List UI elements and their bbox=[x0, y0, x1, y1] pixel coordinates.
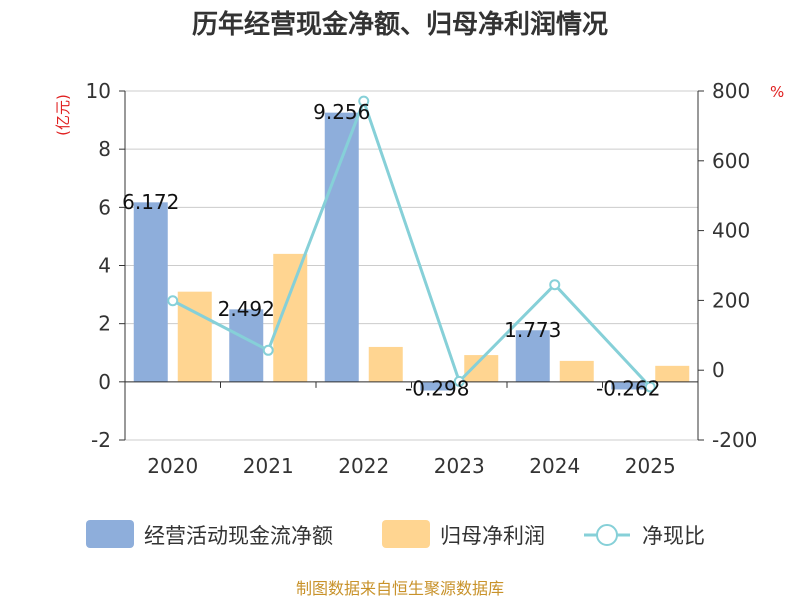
y-right-tick-label: 200 bbox=[712, 288, 750, 312]
legend-swatch bbox=[86, 520, 134, 548]
ratio-point bbox=[167, 295, 179, 307]
y-right-tick-label: 400 bbox=[712, 219, 750, 243]
source-note: 制图数据来自恒生聚源数据库 bbox=[296, 579, 504, 598]
x-tick-label: 2023 bbox=[434, 454, 485, 478]
ratio-line bbox=[167, 95, 656, 393]
bar-net-profit bbox=[655, 365, 690, 382]
bar-net-profit bbox=[368, 346, 403, 382]
x-tick-label: 2024 bbox=[529, 454, 580, 478]
ratio-series-line bbox=[172, 96, 652, 388]
y-right-tick-label: -200 bbox=[712, 428, 757, 452]
bar-net-profit bbox=[559, 360, 594, 382]
bar-cashflow bbox=[611, 381, 646, 390]
bar-cashflow bbox=[515, 330, 550, 382]
x-tick-label: 2021 bbox=[243, 454, 294, 478]
y-left-tick-label: 0 bbox=[98, 370, 111, 394]
bars bbox=[133, 112, 690, 391]
y-right-unit: % bbox=[770, 83, 784, 101]
y-left-tick-label: 8 bbox=[98, 137, 111, 161]
data-label: 6.172 bbox=[122, 190, 179, 214]
data-label: -0.298 bbox=[405, 376, 469, 400]
y-left-unit: (亿元) bbox=[54, 94, 72, 136]
ratio-point bbox=[549, 279, 561, 291]
legend: 经营活动现金流净额 归母净利润 净现比 bbox=[86, 520, 705, 548]
ratio-point bbox=[262, 344, 274, 356]
legend-label: 归母净利润 bbox=[440, 524, 545, 548]
legend-label: 净现比 bbox=[642, 524, 705, 548]
data-label: -0.262 bbox=[596, 376, 660, 400]
bar-cashflow bbox=[420, 381, 455, 391]
legend-item: 归母净利润 bbox=[382, 520, 545, 548]
data-label: 9.256 bbox=[313, 100, 370, 124]
y-right-tick-label: 800 bbox=[712, 79, 750, 103]
tick-labels: -2 0 2 4 6 8 10 -200 0 200 400 600 800 2020 2021 2022 20… bbox=[86, 79, 758, 478]
y-right-tick-label: 600 bbox=[712, 149, 750, 173]
y-left-tick-label: 6 bbox=[98, 195, 111, 219]
ratio-point bbox=[644, 381, 656, 393]
y-left-tick-label: 10 bbox=[86, 79, 111, 103]
bar-cashflow bbox=[324, 112, 359, 382]
legend-marker bbox=[596, 524, 618, 546]
x-tick-label: 2025 bbox=[625, 454, 676, 478]
legend-swatch bbox=[382, 520, 430, 548]
data-labels: 6.172 2.492 9.256 -0.298 1.773 -0.262 bbox=[122, 100, 660, 400]
data-label: 2.492 bbox=[218, 297, 275, 321]
x-tick-label: 2022 bbox=[338, 454, 389, 478]
bar-cashflow bbox=[133, 202, 168, 382]
x-tick-label: 2020 bbox=[147, 454, 198, 478]
y-right-tick-label: 0 bbox=[712, 358, 725, 382]
chart-title: 历年经营现金净额、归母净利润情况 bbox=[192, 9, 608, 40]
ratio-point bbox=[358, 95, 370, 107]
y-left-tick-label: 2 bbox=[98, 312, 111, 336]
axes bbox=[119, 90, 704, 441]
bar-net-profit bbox=[273, 253, 308, 382]
data-label: 1.773 bbox=[504, 318, 561, 342]
legend-item: 经营活动现金流净额 bbox=[86, 520, 333, 548]
y-left-tick-label: 4 bbox=[98, 254, 111, 278]
legend-label: 经营活动现金流净额 bbox=[144, 524, 333, 548]
legend-item: 净现比 bbox=[584, 524, 705, 548]
ratio-point bbox=[453, 375, 465, 387]
y-left-tick-label: -2 bbox=[91, 428, 111, 452]
